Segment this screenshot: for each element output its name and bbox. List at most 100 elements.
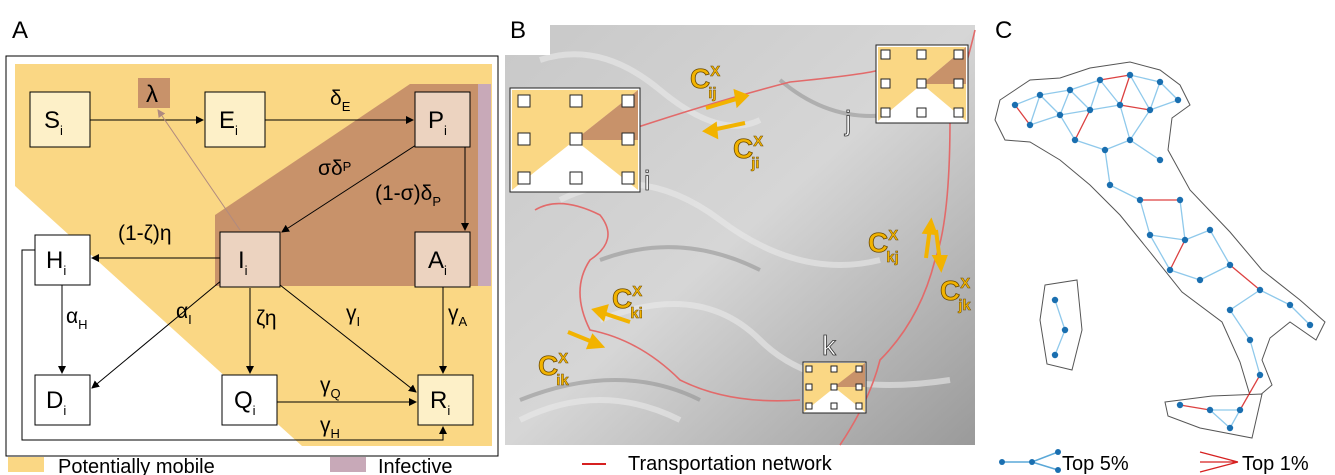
network-link	[1129, 74, 1151, 111]
flux-label: CX ik	[538, 350, 569, 389]
network-link	[1029, 94, 1041, 126]
network-link	[1199, 264, 1231, 281]
network-link	[1104, 149, 1111, 186]
arrow	[279, 284, 417, 393]
network-node	[1096, 76, 1104, 84]
network-link	[1149, 99, 1179, 111]
inset	[509, 87, 641, 193]
compartment-label: Di	[46, 387, 66, 418]
network-link	[1239, 374, 1261, 411]
compartment-label: Hi	[46, 247, 66, 278]
network-node	[1071, 136, 1079, 144]
network-node	[1226, 261, 1234, 269]
network-node	[1146, 231, 1154, 239]
network-node	[1236, 406, 1244, 414]
rate-label: (1-ζ)η	[118, 222, 172, 245]
network-node	[1086, 106, 1094, 114]
rate-label: δE	[330, 87, 351, 114]
network-node	[1036, 91, 1044, 99]
node-label: k	[822, 330, 837, 361]
network-link	[1129, 74, 1161, 83]
rate-label: γI	[346, 302, 360, 329]
network-link	[1059, 89, 1071, 116]
network-node	[1176, 401, 1184, 409]
network-node	[1066, 86, 1074, 94]
legend-swatch	[999, 449, 1061, 473]
network-node	[1126, 136, 1134, 144]
network-link	[1074, 109, 1091, 141]
italy-map	[994, 61, 1326, 439]
network-link	[1179, 404, 1211, 411]
network-node	[1226, 306, 1234, 314]
compartment-label: Si	[44, 107, 63, 138]
network-node	[1206, 226, 1214, 234]
network-node	[1026, 121, 1034, 129]
panel-frame	[5, 55, 499, 457]
network-link	[1184, 229, 1211, 241]
compartment	[414, 231, 471, 288]
network-link	[1099, 79, 1121, 106]
flux-label: CX kj	[868, 227, 899, 266]
compartment	[204, 91, 266, 148]
node-label: j	[844, 105, 851, 136]
network-node	[1256, 371, 1264, 379]
network-node	[1156, 78, 1164, 86]
network-link	[1209, 409, 1231, 429]
network-node	[1256, 286, 1264, 294]
rate-label: ζη	[256, 307, 277, 330]
network-link	[1229, 309, 1251, 341]
arrow	[157, 109, 241, 231]
compartment	[34, 374, 91, 426]
network-link	[1069, 79, 1101, 91]
compartment	[219, 231, 281, 288]
network-node	[1306, 321, 1314, 329]
network-node	[1176, 196, 1184, 204]
rate-label: αI	[176, 300, 192, 327]
network-node	[1126, 71, 1134, 79]
network-node	[1136, 196, 1144, 204]
flux-label: CX ij	[690, 63, 720, 102]
lambda-label: λ	[146, 81, 158, 108]
network-link	[1014, 94, 1041, 106]
rate-label: γA	[448, 302, 468, 329]
network-link	[1099, 74, 1131, 81]
network-node	[1206, 406, 1214, 414]
network-node	[1056, 111, 1064, 119]
network-link	[1129, 109, 1151, 141]
rate-label: γQ	[320, 374, 341, 401]
legend-label: Potentially mobile	[58, 456, 215, 475]
network-link	[1119, 104, 1131, 141]
network-link	[1119, 74, 1131, 106]
network-link	[1089, 104, 1121, 111]
node-label: i	[644, 165, 650, 196]
legend-swatch	[8, 457, 44, 472]
network-link	[1054, 299, 1066, 331]
flux-label: CX ji	[733, 133, 763, 172]
network	[1011, 71, 1314, 432]
compartment-label: Ii	[238, 247, 248, 278]
network-node	[1101, 146, 1109, 154]
network-link	[1014, 104, 1031, 126]
network-link	[1109, 184, 1141, 201]
legend-swatch	[330, 457, 366, 472]
network-link	[1029, 114, 1061, 126]
lambda-box	[138, 78, 170, 108]
rate-label: σδP	[318, 157, 351, 180]
rate-label: αH	[66, 305, 88, 332]
network-link	[1169, 269, 1201, 281]
network-node	[1226, 424, 1234, 432]
network-link	[1039, 89, 1071, 96]
network-link	[1229, 409, 1241, 429]
network-link	[1249, 339, 1261, 376]
network-link	[1159, 81, 1179, 101]
arrow	[21, 249, 447, 441]
compartment-label: Ei	[219, 107, 238, 138]
network-link	[1059, 114, 1076, 141]
network-node	[1011, 101, 1019, 109]
inset	[875, 44, 969, 124]
panel-label: C	[995, 17, 1012, 44]
network-node	[1286, 301, 1294, 309]
corner	[505, 25, 550, 55]
flux-label: CX ki	[612, 283, 643, 322]
